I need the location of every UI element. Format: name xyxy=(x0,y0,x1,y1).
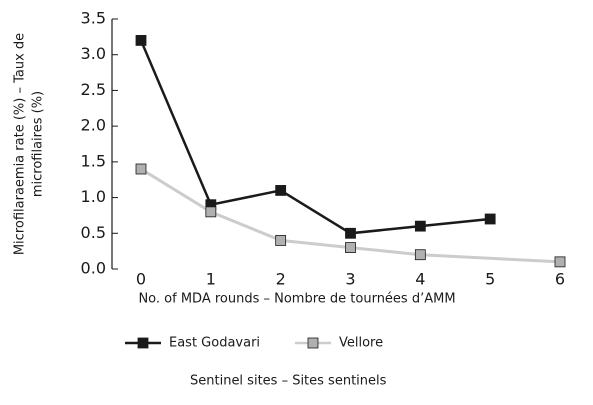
point xyxy=(135,163,147,175)
series-line xyxy=(140,167,561,264)
point xyxy=(275,235,287,246)
x-axis-label: No. of MDA rounds – Nombre de tournées d… xyxy=(138,292,455,307)
point xyxy=(275,185,287,196)
point xyxy=(205,206,217,218)
x-tick-label: 5 xyxy=(485,270,495,289)
point xyxy=(554,256,566,268)
y-axis-label: Microfilaraemia rate (%) – Taux de xyxy=(13,33,28,255)
y-tick-label: 3.0 xyxy=(81,44,106,63)
point xyxy=(484,213,496,225)
x-tick-label: 0 xyxy=(136,270,146,289)
point xyxy=(414,220,426,232)
y-tick-label: 0.0 xyxy=(81,259,106,278)
y-tick-label: 0.5 xyxy=(81,223,106,242)
y-tick-label: 1.0 xyxy=(81,187,106,206)
point xyxy=(414,249,426,261)
x-tick-label: 2 xyxy=(276,270,286,289)
y-tick-label: 3.5 xyxy=(81,9,106,28)
y-axis-label: microfilaires (%) xyxy=(31,91,46,197)
series-line xyxy=(139,39,491,235)
legend-marker xyxy=(307,337,319,349)
legend-label: East Godavari xyxy=(169,336,260,351)
x-tick-label: 3 xyxy=(345,270,355,289)
point xyxy=(345,227,356,239)
legend-marker xyxy=(137,337,149,349)
legend-label: Vellore xyxy=(339,336,383,351)
point xyxy=(345,242,356,253)
point xyxy=(135,35,147,46)
y-tick-label: 2.0 xyxy=(81,116,106,135)
y-tick-label: 1.5 xyxy=(81,151,106,170)
x-tick-label: 6 xyxy=(555,270,565,289)
legend-title: Sentinel sites – Sites sentinels xyxy=(190,374,387,389)
x-tick-label: 1 xyxy=(206,270,216,289)
x-tick-label: 4 xyxy=(415,270,425,289)
y-tick-label: 2.5 xyxy=(81,80,106,99)
